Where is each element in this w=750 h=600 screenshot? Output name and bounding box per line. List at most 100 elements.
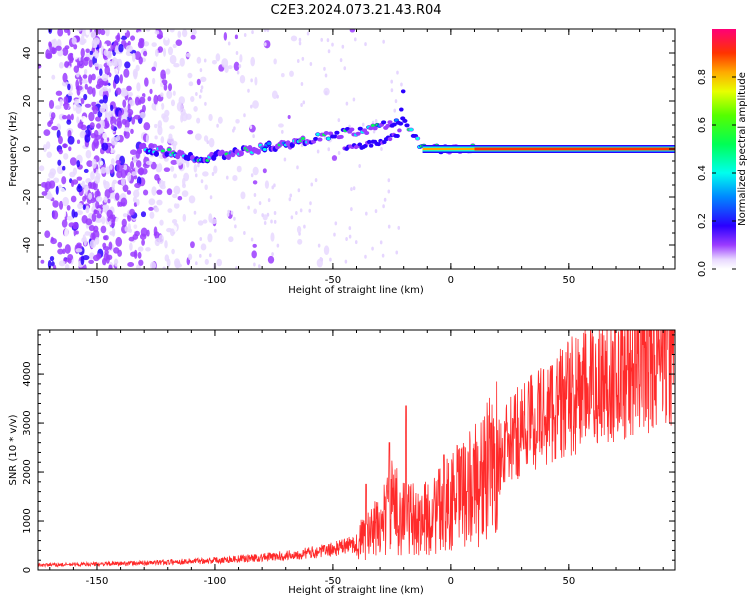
x-tick-label: -50 (325, 576, 341, 587)
noise-speck (227, 209, 230, 214)
noise-speck (206, 140, 210, 145)
noise-speck (58, 148, 63, 155)
noise-speck (57, 159, 62, 166)
noise-speck (280, 73, 285, 78)
noise-speck (70, 187, 75, 195)
noise-speck (99, 160, 104, 166)
noise-speck (247, 88, 250, 93)
noise-speck (93, 129, 99, 138)
colorbar: 0.0 0.2 0.4 0.6 0.8 Normalized spectral ampl… (697, 29, 748, 277)
noise-speck (163, 83, 168, 91)
trace-mark (376, 142, 381, 147)
trace-mark (357, 142, 363, 147)
noise-speck (252, 100, 259, 109)
noise-speck (181, 190, 189, 198)
noise-speck (128, 91, 133, 97)
noise-speck (76, 29, 82, 32)
noise-speck (123, 68, 130, 78)
noise-speck (382, 204, 385, 209)
noise-speck (310, 182, 314, 187)
noise-speck (102, 132, 109, 140)
noise-speck (58, 62, 64, 69)
signal-band-core (422, 147, 475, 151)
noise-speck (89, 50, 93, 55)
noise-speck (61, 114, 68, 120)
noise-speck (224, 64, 229, 73)
noise-speck (150, 234, 155, 244)
x-tick-label: 50 (562, 275, 575, 286)
noise-speck (51, 47, 57, 55)
noise-speck (266, 265, 272, 269)
noise-speck (264, 42, 267, 47)
snr-ylabel: SNR (10 * v/v) (8, 414, 19, 485)
noise-speck (83, 168, 89, 174)
noise-speck (337, 151, 341, 156)
noise-speck (204, 184, 208, 191)
colorbar-tick-label: 0.0 (697, 261, 708, 277)
trace-mark (349, 127, 355, 132)
noise-speck (193, 210, 197, 215)
noise-speck (66, 257, 70, 263)
noise-speck (123, 130, 127, 137)
noise-speck (99, 99, 104, 104)
noise-speck (78, 60, 85, 69)
noise-speck (95, 123, 101, 129)
noise-speck (92, 105, 99, 115)
trace-mark (332, 134, 338, 139)
noise-speck (125, 234, 129, 241)
noise-speck (50, 112, 56, 120)
spectrogram-panel: -150 -100 -50 0 50 -40 -20 0 20 40 Height of stra… (8, 28, 676, 296)
noise-speck (145, 160, 153, 165)
noise-speck (102, 246, 110, 251)
noise-speck (154, 135, 158, 140)
noise-speck (129, 208, 135, 216)
noise-speck (149, 261, 157, 269)
noise-speck (74, 98, 80, 106)
noise-speck (111, 227, 116, 237)
noise-speck (194, 173, 198, 178)
noise-speck (174, 199, 181, 204)
noise-speck (177, 30, 182, 39)
noise-speck (250, 78, 253, 83)
noise-speck (67, 91, 74, 97)
noise-speck (154, 207, 160, 213)
noise-speck (124, 119, 130, 129)
noise-speck (103, 49, 109, 56)
noise-speck (148, 29, 155, 36)
noise-speck (130, 35, 136, 41)
noise-speck (323, 66, 326, 71)
trace-mark (334, 130, 340, 135)
noise-speck (189, 43, 194, 53)
noise-speck (86, 160, 93, 167)
spectrogram-marks (38, 29, 675, 269)
noise-speck (267, 198, 271, 203)
noise-speck (100, 29, 106, 36)
noise-speck (92, 37, 100, 45)
noise-speck (91, 73, 96, 81)
noise-speck (166, 90, 173, 99)
noise-speck (67, 65, 72, 75)
noise-speck (364, 254, 367, 259)
noise-speck (156, 34, 164, 39)
noise-speck (121, 218, 127, 227)
noise-speck (177, 195, 183, 201)
noise-speck (329, 257, 332, 262)
noise-speck (169, 54, 177, 65)
noise-speck (70, 180, 75, 188)
noise-speck (263, 221, 267, 226)
noise-speck (62, 143, 68, 149)
noise-speck (199, 236, 203, 241)
noise-speck (75, 104, 82, 115)
noise-speck (349, 29, 356, 33)
noise-speck (60, 209, 67, 218)
noise-speck (226, 212, 230, 217)
noise-speck (145, 29, 151, 32)
noise-speck (173, 63, 180, 68)
snr-line (38, 330, 675, 568)
noise-speck (141, 239, 145, 246)
noise-speck (358, 164, 361, 169)
trace-mark (402, 118, 408, 123)
noise-speck (109, 214, 114, 220)
noise-speck (235, 119, 240, 124)
noise-speck (133, 114, 141, 120)
